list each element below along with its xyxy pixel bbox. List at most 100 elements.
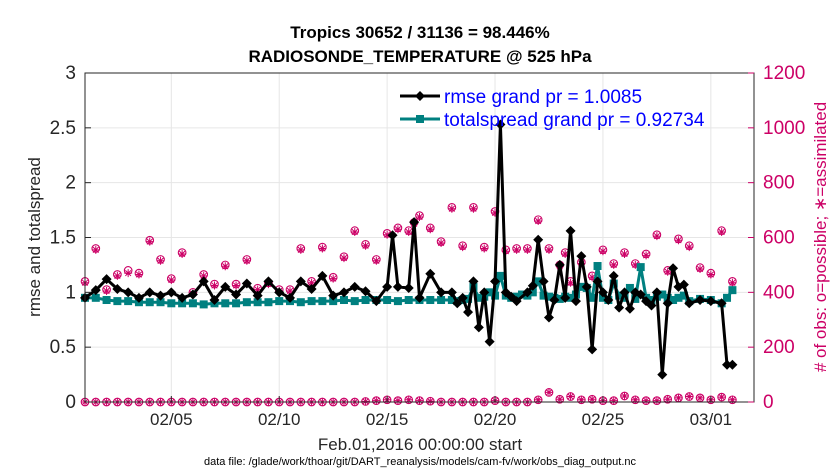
totalspread-point — [674, 293, 683, 302]
obs-assimilated-marker — [512, 245, 521, 254]
obs-assimilated-marker — [199, 271, 208, 280]
rmse-point — [538, 276, 549, 287]
legend: rmse grand pr = 1.0085 totalspread grand… — [400, 87, 705, 131]
obs-assimilated-marker — [124, 269, 133, 278]
totalspread-point — [544, 292, 553, 301]
totalspread-point — [264, 298, 273, 307]
totalspread-point — [393, 297, 402, 306]
rmse-point — [338, 287, 349, 298]
totalspread-point — [555, 294, 564, 303]
x-tick-label: 02/25 — [582, 410, 625, 429]
obs-assimilated-marker — [696, 393, 705, 402]
obs-assimilated-marker — [210, 281, 219, 290]
totalspread-point — [723, 293, 732, 302]
rmse-point — [722, 359, 733, 370]
obs-assimilated-marker — [631, 260, 640, 269]
obs-assimilated-marker — [652, 396, 661, 405]
rmse-point — [479, 287, 490, 298]
obs-assimilated-marker — [642, 396, 651, 405]
obs-assimilated-marker — [404, 395, 413, 404]
totalspread-point — [361, 296, 370, 305]
obs-assimilated-marker — [728, 395, 737, 404]
rmse-point — [187, 289, 198, 300]
totalspread-point — [383, 296, 392, 305]
obs-assimilated-marker — [383, 230, 392, 239]
obs-assimilated-marker — [361, 241, 370, 250]
totalspread-point — [577, 282, 586, 291]
rmse-point — [155, 290, 166, 301]
totalspread-point — [178, 299, 187, 308]
obs-assimilated-marker — [631, 395, 640, 404]
rmse-point — [635, 289, 646, 300]
totalspread-point — [669, 296, 678, 305]
obs-assimilated-marker — [728, 278, 737, 287]
obs-assimilated-marker — [685, 243, 694, 252]
obs-assimilated-marker — [296, 245, 305, 254]
rmse-point — [684, 298, 695, 309]
obs-assimilated-marker — [91, 245, 100, 254]
totalspread-point — [199, 300, 208, 309]
totalspread-point — [91, 293, 100, 302]
obs-assimilated-marker — [242, 256, 251, 265]
rmse-point — [484, 336, 495, 347]
obs-assimilated-marker — [706, 270, 715, 279]
rmse-point — [668, 263, 679, 274]
totalspread-point — [329, 297, 338, 306]
totalspread-point — [350, 297, 359, 306]
rmse-point — [112, 284, 123, 295]
obs-assimilated-marker — [102, 286, 111, 295]
obs-assimilated-marker — [156, 256, 165, 265]
rmse-point — [392, 281, 403, 292]
rmse-point — [144, 287, 155, 298]
right-y-tick-label: 400 — [763, 282, 795, 303]
rmse-point — [560, 292, 571, 303]
rmse-point — [624, 303, 635, 314]
y-axis-label: rmse and totalspread — [25, 157, 44, 317]
obs-assimilated-marker — [717, 228, 726, 237]
obs-assimilated-marker — [620, 391, 629, 400]
totalspread-point — [496, 271, 505, 280]
obs-assimilated-marker — [437, 238, 446, 247]
left-y-axis-ticks: 0 0.5 1 1.5 2 2.5 3 — [50, 63, 91, 413]
rmse-point — [317, 270, 328, 281]
rmse-point — [727, 359, 738, 370]
right-y-tick-label: 600 — [763, 228, 795, 249]
obs-assimilated-marker — [652, 232, 661, 241]
rmse-point — [409, 217, 420, 228]
rmse-point — [490, 276, 501, 287]
totalspread-point — [593, 262, 602, 271]
totalspread-point — [485, 288, 494, 297]
obs-assimilated-marker — [393, 396, 402, 405]
rmse-point — [263, 276, 274, 287]
obs-assimilated-marker — [113, 271, 122, 280]
rmse-point — [651, 287, 662, 298]
rmse-point — [463, 307, 474, 318]
totalspread-point — [598, 293, 607, 302]
totalspread-point — [113, 297, 122, 306]
obs-assimilated-marker — [609, 396, 618, 405]
obs-assimilated-marker — [469, 204, 478, 213]
obs-assimilated-marker — [426, 397, 435, 406]
rmse-point — [252, 290, 263, 301]
rmse-point — [328, 290, 339, 301]
y-tick-label: 1.5 — [50, 228, 76, 249]
obs-assimilated-marker — [609, 260, 618, 269]
rmse-point — [295, 276, 306, 287]
obs-assimilated-marker — [286, 286, 295, 295]
obs-assimilated-marker — [588, 273, 597, 282]
totalspread-point — [232, 299, 241, 308]
rmse-point — [549, 295, 560, 306]
totalspread-point — [518, 290, 527, 299]
right-y-axis-label: # of obs: o=possible; ∗=assimilated — [811, 102, 830, 372]
totalspread-point — [404, 296, 413, 305]
obs-assimilated-marker — [415, 212, 424, 221]
totalspread-point — [339, 296, 348, 305]
totalspread-point — [307, 297, 316, 306]
rmse-point — [646, 300, 657, 311]
rmse-point — [587, 344, 598, 355]
rmse-point — [554, 259, 565, 270]
right-y-tick-label: 800 — [763, 173, 795, 194]
x-tick-label: 02/15 — [366, 410, 409, 429]
obs-assimilated-marker — [221, 262, 230, 271]
